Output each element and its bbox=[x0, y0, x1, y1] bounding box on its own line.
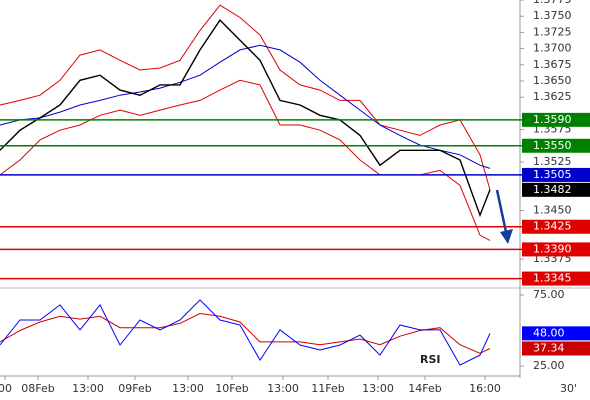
value-label: 48.00 bbox=[533, 326, 565, 339]
y-tick-label: 1.3450 bbox=[533, 204, 572, 217]
level-label-box bbox=[522, 242, 590, 257]
value-label: 1.3482 bbox=[533, 183, 572, 196]
x-tick-label: 11Feb bbox=[311, 382, 344, 395]
series-line bbox=[0, 44, 491, 169]
x-tick-label: 13:00 bbox=[72, 382, 104, 395]
series-line bbox=[0, 4, 491, 190]
x-tick-label: 10Feb bbox=[215, 382, 248, 395]
y-tick-label: 1.3525 bbox=[533, 155, 572, 168]
timeframe-label: 30' bbox=[560, 382, 577, 395]
x-tick-label: 13:00 bbox=[172, 382, 204, 395]
y-tick-label: 75.00 bbox=[533, 288, 565, 301]
x-tick-label: 00 bbox=[0, 382, 12, 395]
x-tick-label: 16:00 bbox=[469, 382, 501, 395]
level-label-box bbox=[522, 138, 590, 153]
series-line bbox=[0, 299, 491, 366]
level-label: 1.3425 bbox=[533, 220, 572, 233]
value-label-box bbox=[522, 326, 590, 341]
level-label: 1.3390 bbox=[533, 242, 572, 255]
level-label-box bbox=[522, 219, 590, 234]
series-line bbox=[0, 19, 491, 218]
level-label-box bbox=[522, 271, 590, 286]
x-tick-label: 08Feb bbox=[21, 382, 54, 395]
level-label: 1.3345 bbox=[533, 272, 572, 285]
y-tick-label: 1.3750 bbox=[533, 9, 572, 22]
y-tick-label: 1.3700 bbox=[533, 42, 572, 55]
x-tick-label: 14Feb bbox=[408, 382, 441, 395]
arrow-head bbox=[500, 229, 513, 244]
x-tick-label: 13:00 bbox=[362, 382, 394, 395]
level-label: 1.3550 bbox=[533, 139, 572, 152]
y-tick-label: 25.00 bbox=[533, 359, 565, 372]
value-label-box bbox=[522, 182, 590, 197]
y-tick-label: 1.3650 bbox=[533, 74, 572, 87]
value-label-box bbox=[522, 341, 590, 356]
y-tick-label: 1.3675 bbox=[533, 58, 572, 71]
level-label: 1.3590 bbox=[533, 113, 572, 126]
arrow bbox=[495, 189, 508, 233]
level-label: 1.3505 bbox=[533, 168, 572, 181]
x-tick-label: 09Feb bbox=[118, 382, 151, 395]
x-tick-label: 13:00 bbox=[267, 382, 299, 395]
level-label-box bbox=[522, 167, 590, 182]
panel-title: RSI bbox=[420, 353, 441, 366]
y-tick-label: 1.3625 bbox=[533, 90, 572, 103]
series-line bbox=[0, 312, 491, 354]
level-label-box bbox=[522, 112, 590, 127]
value-label: 37.34 bbox=[533, 342, 565, 355]
y-tick-label: 1.3725 bbox=[533, 25, 572, 38]
y-tick-label: 1.3775 bbox=[533, 0, 572, 6]
